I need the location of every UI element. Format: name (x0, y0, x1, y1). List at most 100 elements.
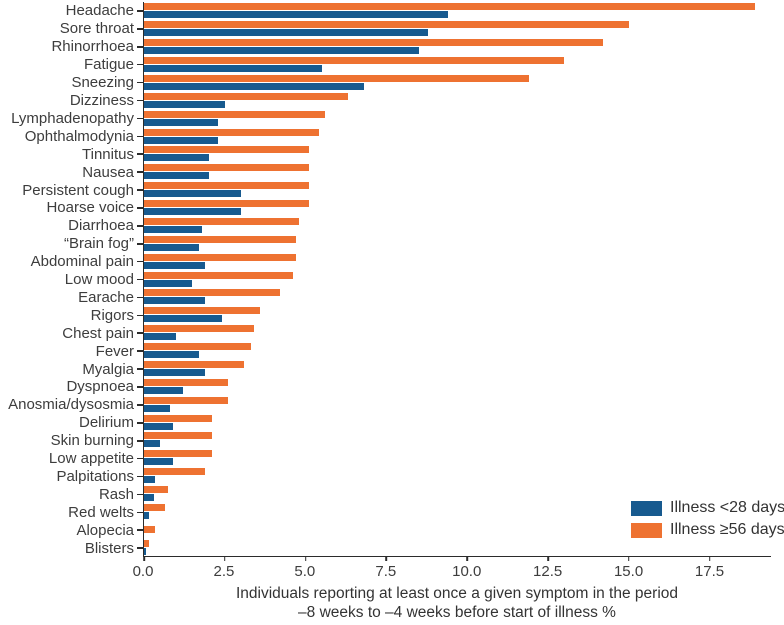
bar-illness-lt28 (144, 315, 222, 323)
bar-illness-lt28 (144, 494, 154, 502)
bar-illness-lt28 (144, 386, 183, 394)
bar-illness-ge56 (144, 92, 348, 100)
bar-illness-ge56 (144, 146, 309, 154)
y-tick (137, 457, 143, 460)
bar-illness-ge56 (144, 21, 629, 29)
bar-illness-ge56 (144, 503, 165, 511)
category-row (144, 538, 771, 556)
category-row (144, 395, 771, 413)
y-tick (137, 189, 143, 191)
category-label: Diarrhoea (68, 217, 134, 235)
category-row (144, 252, 771, 270)
y-tick (137, 63, 143, 66)
y-label-row: Tinnitus (0, 145, 143, 163)
x-tick-label: 0.0 (132, 563, 154, 580)
category-label: Blisters (84, 539, 134, 557)
category-row (144, 413, 771, 431)
y-label-row: Low appetite (0, 450, 143, 468)
category-row (144, 324, 771, 342)
legend-label: Illness ≥56 days (670, 521, 784, 538)
bar-illness-ge56 (144, 182, 309, 190)
bar-illness-ge56 (144, 325, 254, 333)
y-label-row: Rigors (0, 306, 143, 324)
bar-illness-ge56 (144, 39, 603, 47)
category-row (144, 91, 771, 109)
y-label-row: Low mood (0, 271, 143, 289)
y-tick (137, 278, 143, 281)
bar-illness-ge56 (144, 450, 212, 458)
bar-illness-ge56 (144, 74, 529, 82)
bar-illness-lt28 (144, 297, 206, 305)
category-row (144, 503, 771, 521)
x-axis-label-line1: Individuals reporting at least once a gi… (236, 585, 678, 602)
y-tick (137, 404, 143, 406)
bar-illness-ge56 (144, 128, 319, 136)
bar-illness-ge56 (144, 289, 280, 297)
bar-illness-ge56 (144, 525, 156, 533)
legend-swatch-orange (631, 522, 662, 538)
bar-illness-lt28 (144, 476, 156, 484)
y-label-row: Persistent cough (0, 181, 143, 199)
y-tick (137, 135, 143, 138)
x-axis-label-line2: –8 weeks to –4 weeks before start of ill… (298, 604, 616, 621)
bar-illness-lt28 (144, 243, 199, 251)
y-tick (137, 475, 143, 478)
category-label: Lymphadenopathy (11, 109, 134, 127)
y-tick (137, 28, 143, 30)
y-tick (137, 153, 143, 155)
y-tick (137, 225, 143, 227)
bar-illness-ge56 (144, 396, 229, 404)
legend: Illness <28 days Illness ≥56 days (631, 500, 784, 538)
bar-illness-ge56 (144, 200, 309, 208)
y-label-row: Dizziness (0, 92, 143, 110)
x-tick (708, 556, 711, 561)
category-label: Ophthalmodynia (24, 127, 134, 145)
category-label: Persistent cough (22, 181, 134, 199)
y-tick (137, 45, 143, 48)
y-label-row: Diarrhoea (0, 217, 143, 235)
bar-illness-lt28 (144, 190, 241, 198)
x-tick-label: 10.0 (452, 563, 482, 580)
bar-illness-ge56 (144, 539, 149, 547)
y-tick (137, 368, 143, 370)
y-tick (137, 350, 143, 352)
y-label-row: Fever (0, 342, 143, 360)
category-row (144, 74, 771, 92)
y-label-row: Hoarse voice (0, 199, 143, 217)
category-row (144, 431, 771, 449)
y-label-row: Abdominal pain (0, 253, 143, 271)
category-row (144, 360, 771, 378)
category-label: Fatigue (83, 56, 134, 74)
x-tick (224, 556, 226, 561)
bar-illness-lt28 (144, 82, 364, 90)
bar-illness-lt28 (144, 279, 193, 287)
y-label-row: Ophthalmodynia (0, 127, 143, 145)
category-label: Delirium (78, 414, 134, 432)
bar-illness-lt28 (144, 511, 149, 519)
y-label-row: Palpitations (0, 468, 143, 486)
category-row (144, 449, 771, 467)
category-label: Low appetite (48, 450, 134, 468)
x-tick (466, 556, 468, 561)
y-label-row: Sore throat (0, 20, 143, 38)
legend-label: Illness <28 days (670, 499, 784, 516)
bar-illness-lt28 (144, 118, 219, 126)
bar-illness-ge56 (144, 468, 206, 476)
y-label-row: Fatigue (0, 56, 143, 74)
plot-area (143, 2, 771, 561)
y-tick (137, 10, 143, 12)
bar-illness-ge56 (144, 57, 565, 65)
y-tick (137, 547, 143, 549)
category-label: Skin burning (50, 432, 134, 450)
bar-illness-lt28 (144, 47, 419, 55)
y-label-row: Sneezing (0, 74, 143, 92)
category-label: Rash (98, 485, 134, 503)
bar-illness-ge56 (144, 378, 229, 386)
bar-illness-lt28 (144, 225, 203, 233)
bar-illness-lt28 (144, 208, 241, 216)
y-label-row: “Brain fog” (0, 235, 143, 253)
category-row (144, 377, 771, 395)
category-label: Headache (65, 2, 134, 20)
y-label-row: Nausea (0, 163, 143, 181)
category-label: Hoarse voice (46, 199, 134, 217)
